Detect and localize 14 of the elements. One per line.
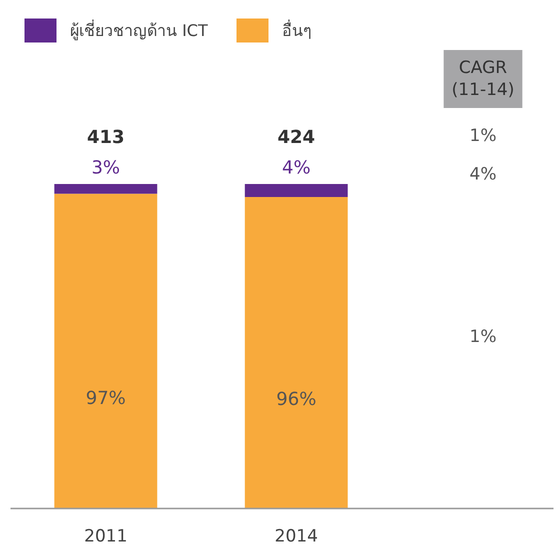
text: 1% xyxy=(470,126,497,146)
legend-label: ผู้เชี่ยวชาญด้าน ICT xyxy=(70,18,208,42)
data-label: 97% xyxy=(86,388,126,409)
data-label: 3% xyxy=(91,157,120,178)
annotation: 424 xyxy=(278,126,316,148)
data-label: 96% xyxy=(276,388,316,410)
text: 4% xyxy=(470,164,497,184)
text: CAGR (11-14) xyxy=(452,58,514,100)
x-tick-label: 2014 xyxy=(274,526,318,544)
annotation: 413 xyxy=(86,126,125,148)
data-label: 4% xyxy=(282,157,311,178)
legend-label: อื่นๆ xyxy=(282,18,312,42)
x-tick-label: 2011 xyxy=(84,526,128,544)
text: 1% xyxy=(470,327,497,348)
